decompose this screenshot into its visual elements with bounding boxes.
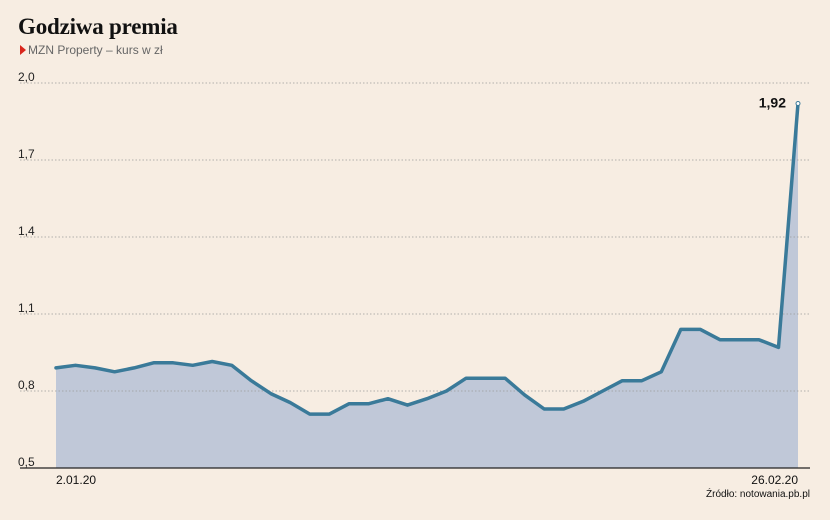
- y-tick-label: 1,1: [18, 301, 35, 315]
- x-tick-label-end: 26.02.20: [751, 473, 798, 487]
- red-triangle-icon: [20, 45, 26, 55]
- y-tick-label: 1,4: [18, 224, 35, 238]
- y-tick-label: 0,5: [18, 455, 35, 469]
- chart-subtitle-text: MZN Property – kurs w zł: [28, 43, 163, 57]
- chart-subtitle: MZN Property – kurs w zł: [20, 43, 163, 57]
- series-line: [54, 101, 800, 416]
- y-tick-label: 0,8: [18, 378, 35, 392]
- source-note: Źródło: notowania.pb.pl: [706, 489, 810, 500]
- last-point-marker: [795, 101, 801, 107]
- chart-title: Godziwa premia: [18, 14, 178, 39]
- x-tick-label-start: 2.01.20: [56, 473, 96, 487]
- area-fill: [56, 103, 798, 468]
- value-annotation: 1,92: [759, 95, 786, 111]
- y-tick-label: 1,7: [18, 147, 35, 161]
- y-tick-label: 2,0: [18, 70, 35, 84]
